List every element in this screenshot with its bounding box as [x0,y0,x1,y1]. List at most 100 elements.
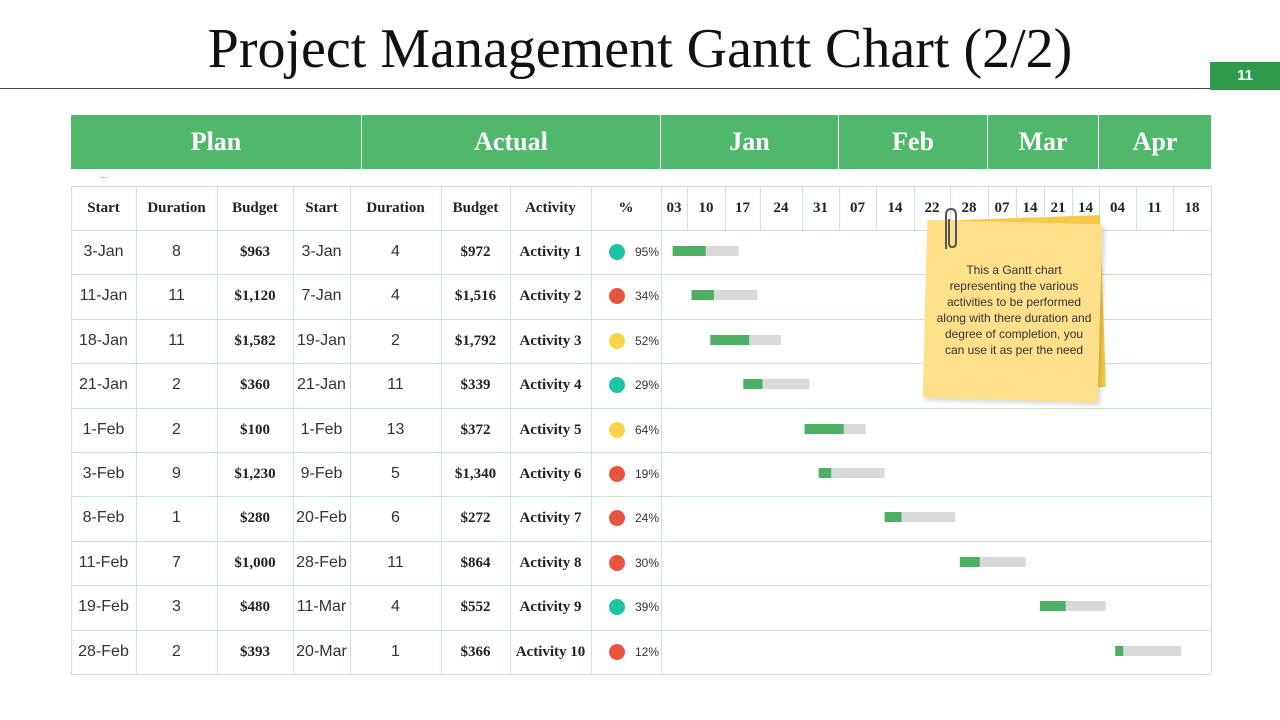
week-divider [1072,186,1073,230]
actual-duration-cell: 4 [391,243,400,260]
gantt-bar-complete [818,468,832,478]
status-dot [609,244,625,260]
activity-name-cell: Activity 10 [515,644,586,660]
plan-start-cell: 18-Jan [79,332,128,349]
plan-budget-cell: $360 [240,377,270,393]
plan-duration-cell: 11 [168,332,185,349]
grid-hline [71,230,1211,231]
status-dot [609,422,625,438]
grid-vline [217,186,218,674]
week-divider [802,186,803,230]
week-label: 07 [994,200,1010,216]
week-label: 22 [924,200,940,216]
week-divider [1136,186,1137,230]
plan-duration-cell: 3 [172,598,181,615]
grid-vline [661,186,662,674]
gantt-bar-remaining [691,290,758,300]
actual-start-cell: 20-Feb [296,509,347,526]
week-divider [839,186,840,230]
actual-duration-cell: 11 [387,554,404,571]
actual-budget-cell: $366 [460,644,491,660]
grid-vline [1211,186,1212,674]
week-label: 31 [813,200,828,216]
actual-duration-cell: 1 [391,643,400,660]
column-header: % [618,200,634,216]
gantt-bar-remaining [818,468,885,478]
column-header: Budget [452,200,499,216]
actual-start-cell: 19-Jan [297,332,346,349]
plan-budget-cell: $393 [240,644,270,660]
actual-budget-cell: $1,516 [454,288,497,304]
mar-header: Mar [988,115,1099,169]
week-divider [950,186,951,230]
gantt-bar-remaining [743,379,810,389]
plan-budget-cell: $1,582 [234,333,276,349]
status-dot [609,333,625,349]
plan-duration-cell: 7 [172,554,181,571]
actual-budget-cell: $864 [460,555,491,571]
column-header: Duration [366,200,425,216]
plan-start-cell: 1-Feb [82,421,125,438]
column-header: Start [305,200,338,216]
percent-label: 95% [635,245,660,259]
plan-duration-cell: 9 [172,465,181,482]
actual-budget-cell: $272 [460,510,491,526]
grid-vline [71,186,72,674]
percent-label: 24% [635,511,660,525]
plan-duration-cell: 11 [168,287,185,304]
gantt-bar-complete [743,379,763,389]
actual-budget-cell: $1,792 [454,333,497,349]
plan-start-cell: 28-Feb [78,643,129,660]
week-label: 03 [666,200,682,216]
plan-start-cell: 11-Feb [78,554,129,571]
grid-hline [71,585,1211,586]
grid-hline [71,186,1211,187]
column-header: Start [87,200,120,216]
status-dot [609,555,625,571]
actual-start-cell: 7-Jan [301,287,342,304]
grid-vline [510,186,511,674]
plan-start-cell: 21-Jan [79,376,128,393]
plan-budget-cell: $1,000 [234,555,276,571]
plan-start-cell: 19-Feb [78,598,129,615]
gantt-bar-complete [959,557,980,567]
gantt-bar-remaining [884,512,956,522]
percent-label: 30% [635,556,660,570]
grid-hline [71,363,1211,364]
title-rule [0,88,1210,89]
plan-start-cell: 3-Jan [83,243,124,260]
actual-budget-cell: $372 [460,422,491,438]
grid-vline [293,186,294,674]
activity-name-cell: Activity 2 [519,288,582,304]
week-divider [914,186,915,230]
gantt-bar-complete [710,335,750,345]
column-header: Activity [525,200,576,216]
actual-duration-cell: 2 [391,332,400,349]
gantt-bar-complete [1039,601,1066,611]
plan-budget-cell: $1,120 [234,288,276,304]
apr-header: Apr [1099,115,1211,169]
actual-duration-cell: 4 [391,598,400,615]
week-label: 14 [1078,200,1093,216]
plan-start-cell: 3-Feb [82,465,125,482]
actual-duration-cell: 5 [391,465,400,482]
status-dot [609,377,625,393]
plan-duration-cell: 1 [172,509,181,526]
gantt-bar-complete [672,246,706,256]
activity-name-cell: Activity 8 [519,555,582,571]
percent-label: 39% [635,600,660,614]
grid-hline [71,274,1211,275]
plan-start-cell: 8-Feb [82,509,125,526]
plan-budget-cell: $100 [240,422,270,438]
week-divider [1099,186,1100,230]
week-divider [760,186,761,230]
grid-hline [71,630,1211,631]
actual-start-cell: 28-Feb [296,554,347,571]
percent-label: 52% [635,334,660,348]
dots-mark: ... [100,170,108,180]
grid-hline [71,541,1211,542]
activity-name-cell: Activity 4 [519,377,582,393]
actual-start-cell: 11-Mar [296,598,347,615]
grid-vline [136,186,137,674]
